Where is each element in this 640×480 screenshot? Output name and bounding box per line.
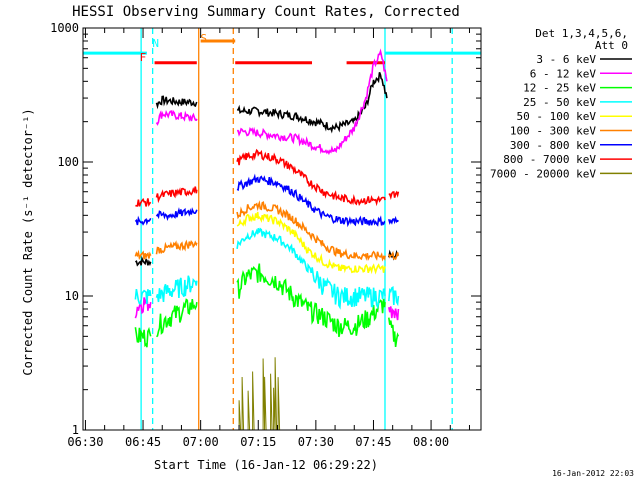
series-800-7000-kev	[155, 186, 198, 204]
series-25-50-kev	[236, 227, 386, 310]
series-6-12-kev	[155, 109, 198, 126]
y-tick-label: 1000	[50, 21, 79, 35]
legend-label: 800 - 7000 keV	[503, 153, 596, 166]
series-800-7000-kev	[388, 190, 400, 201]
x-tick-label: 07:00	[183, 435, 219, 449]
legend-label: 6 - 12 keV	[530, 67, 597, 80]
state-label-n: N	[152, 37, 159, 50]
legend-label: 100 - 300 keV	[510, 125, 596, 138]
series-100-300-kev	[155, 239, 198, 255]
legend-title: Att 0	[595, 39, 628, 52]
series-100-300-kev	[134, 249, 152, 261]
legend-title: Det 1,3,4,5,6,	[535, 27, 628, 40]
footer-date: 16-Jan-2012 22:03	[552, 469, 634, 478]
y-tick-label: 100	[57, 155, 79, 169]
x-tick-label: 08:00	[413, 435, 449, 449]
y-tick-label: 1	[72, 423, 79, 437]
legend-label: 7000 - 20000 keV	[490, 167, 596, 180]
series-12-25-kev	[236, 263, 386, 338]
x-tick-label: 07:30	[298, 435, 334, 449]
legend-label: 300 - 800 keV	[510, 139, 596, 152]
chart-title: HESSI Observing Summary Count Rates, Cor…	[72, 4, 460, 20]
series-50-100-kev	[236, 211, 386, 275]
series-25-50-kev	[134, 288, 152, 305]
legend-label: 25 - 50 keV	[523, 96, 596, 109]
x-tick-label: 07:45	[355, 435, 391, 449]
y-tick-label: 10	[65, 289, 79, 303]
series-100-300-kev	[236, 200, 386, 262]
x-tick-label: 07:15	[240, 435, 276, 449]
series-100-300-kev	[388, 250, 400, 260]
plot-frame	[82, 27, 482, 431]
axes: 06:30 06:45 07:00 07:15 07:30 07:45 08:00 1 10 10…	[50, 21, 482, 449]
legend-label: 50 - 100 keV	[517, 110, 597, 123]
series-12-25-kev	[155, 298, 198, 338]
series-25-50-kev	[155, 275, 198, 303]
x-axis-label: Start Time (16-Jan-12 06:29:22)	[154, 458, 378, 472]
x-tick-label: 06:45	[125, 435, 161, 449]
y-axis-label: Corrected Count Rate (s⁻¹ detector⁻¹)	[21, 108, 35, 375]
legend-label: 3 - 6 keV	[536, 53, 596, 66]
state-label-s: S	[200, 32, 207, 45]
series-300-800-kev	[388, 215, 399, 225]
series-6-12-kev	[237, 48, 388, 156]
state-label-f: F	[140, 51, 147, 64]
series-300-800-kev	[134, 215, 152, 226]
series-800-7000-kev	[236, 148, 386, 207]
series-3-6-kev	[155, 95, 198, 110]
series-6-12-kev	[388, 306, 400, 321]
series-300-800-kev	[236, 173, 386, 228]
series-800-7000-kev	[135, 197, 152, 207]
x-tick-label: 06:30	[67, 435, 103, 449]
plot-area: NF S	[83, 28, 481, 431]
series-25-50-kev	[388, 286, 400, 307]
legend-label: 12 - 25 keV	[523, 82, 596, 95]
series-12-25-kev	[388, 317, 400, 348]
series-12-25-kev	[134, 326, 152, 348]
series-6-12-kev	[134, 294, 152, 319]
series-300-800-kev	[155, 207, 198, 221]
series-3-6-kev	[134, 255, 152, 267]
